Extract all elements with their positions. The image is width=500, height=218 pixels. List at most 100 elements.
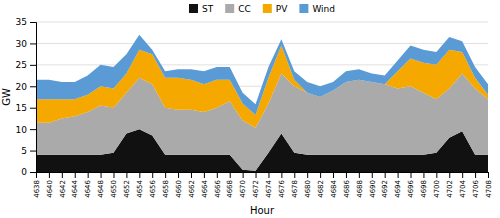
tick: 4694 — [394, 172, 402, 198]
tick-mark — [75, 172, 76, 178]
tick: 4680 — [304, 172, 312, 198]
tick: 4688 — [356, 172, 364, 198]
tick: 4648 — [97, 172, 105, 198]
tick: 4676 — [278, 172, 286, 198]
tick-mark — [36, 172, 37, 178]
tick-mark — [30, 43, 36, 44]
tick-label: 25 — [16, 60, 27, 70]
x-axis: 4638464046424644464646484650465246544656… — [33, 172, 493, 198]
tick-label: 4682 — [317, 180, 325, 198]
tick-label: 4686 — [343, 179, 351, 197]
tick: 0 — [21, 167, 36, 177]
tick-label: 4692 — [381, 180, 389, 198]
tick-label: 4640 — [46, 180, 54, 198]
legend-label: ST — [202, 4, 214, 14]
tick-mark — [436, 172, 437, 178]
tick-label: 4690 — [369, 180, 377, 198]
tick-label: 4680 — [304, 180, 312, 198]
tick: 4646 — [84, 172, 92, 198]
y-axis: 05101520253035 — [16, 17, 37, 177]
tick-label: 4708 — [485, 180, 493, 198]
tick-label: 4676 — [278, 179, 286, 197]
axis-line — [37, 173, 489, 179]
tick-label: 4702 — [446, 180, 454, 198]
tick: 4640 — [46, 172, 54, 198]
tick-label: 4684 — [330, 179, 338, 197]
tick: 4672 — [252, 172, 260, 198]
tick: 4702 — [446, 172, 454, 198]
tick-label: 4658 — [162, 180, 170, 198]
tick-label: 4694 — [394, 179, 402, 197]
tick-mark — [152, 172, 153, 178]
tick-mark — [88, 172, 89, 178]
tick-mark — [30, 86, 36, 87]
tick-mark — [320, 172, 321, 178]
tick: 4638 — [33, 172, 41, 198]
legend-item: Wind — [299, 4, 335, 14]
tick-label: 4668 — [226, 180, 234, 198]
tick-label: 30 — [16, 39, 28, 49]
tick-label: 10 — [16, 125, 28, 135]
tick-mark — [30, 65, 36, 66]
tick-mark — [243, 172, 244, 178]
tick-label: 4662 — [188, 180, 196, 198]
y-axis-title: GW — [1, 88, 12, 106]
legend-label: PV — [276, 4, 288, 14]
tick-label: 4660 — [175, 180, 183, 198]
tick-label: 4642 — [59, 180, 67, 198]
axis-line — [30, 23, 37, 173]
tick-mark — [268, 172, 269, 178]
tick-label: 4650 — [110, 180, 118, 198]
tick-label: 4674 — [265, 179, 273, 197]
tick-mark — [139, 172, 140, 178]
tick-mark — [462, 172, 463, 178]
tick: 4704 — [459, 172, 467, 198]
tick-mark — [449, 172, 450, 178]
tick-mark — [204, 172, 205, 178]
tick-mark — [230, 172, 231, 178]
tick-mark — [294, 172, 295, 178]
tick: 4678 — [291, 172, 299, 198]
tick-label: 4696 — [407, 179, 415, 197]
legend-item: PV — [263, 4, 288, 14]
tick: 4660 — [175, 172, 183, 198]
tick-mark — [30, 151, 36, 152]
tick-label: 0 — [21, 167, 27, 177]
tick-label: 4664 — [201, 179, 209, 197]
tick: 4700 — [433, 172, 441, 198]
tick: 4654 — [136, 172, 144, 198]
x-axis-title: Hour — [250, 205, 275, 216]
tick: 30 — [16, 39, 36, 49]
tick-mark — [49, 172, 50, 178]
tick-mark — [217, 172, 218, 178]
tick-label: 35 — [16, 17, 27, 27]
tick: 4666 — [214, 172, 222, 198]
tick-mark — [411, 172, 412, 178]
tick-mark — [165, 172, 166, 178]
tick: 4686 — [343, 172, 351, 198]
tick-label: 4654 — [136, 179, 144, 197]
tick-label: 4666 — [214, 179, 222, 197]
tick: 4682 — [317, 172, 325, 198]
tick-mark — [30, 172, 36, 173]
tick-label: 4706 — [472, 179, 480, 197]
tick-label: 4672 — [252, 180, 260, 198]
tick: 4652 — [123, 172, 131, 198]
legend-swatch — [263, 4, 272, 13]
legend-label: CC — [238, 4, 251, 14]
tick-label: 4638 — [33, 180, 41, 198]
tick: 4690 — [369, 172, 377, 198]
tick: 4684 — [330, 172, 338, 198]
tick-mark — [333, 172, 334, 178]
tick-mark — [359, 172, 360, 178]
tick: 35 — [16, 17, 36, 27]
tick: 4674 — [265, 172, 273, 198]
tick-mark — [126, 172, 127, 178]
tick: 4706 — [472, 172, 480, 198]
tick-label: 4646 — [84, 179, 92, 197]
chart: 0510152025303546384640464246444646464846… — [0, 0, 500, 218]
tick-mark — [113, 172, 114, 178]
tick-label: 4648 — [97, 180, 105, 198]
tick-label: 15 — [16, 103, 27, 113]
grid — [36, 22, 488, 172]
